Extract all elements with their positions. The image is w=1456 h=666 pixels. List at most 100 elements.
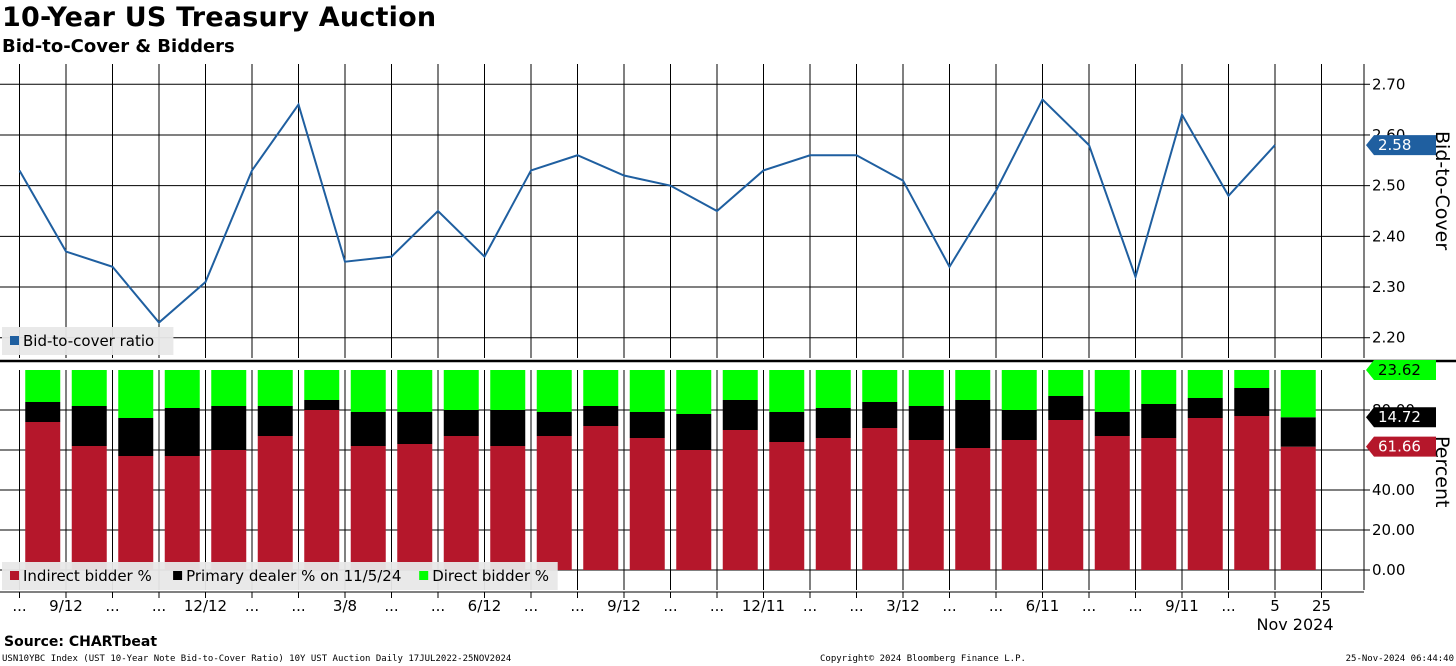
bar-direct <box>257 370 293 406</box>
bar-indirect <box>1280 446 1316 570</box>
bar-indirect <box>397 444 433 570</box>
x-tick-label: ... <box>1082 597 1096 615</box>
x-tick-label: ... <box>663 597 677 615</box>
bar-indirect <box>25 422 61 570</box>
bar-primary-dealer <box>1280 417 1316 447</box>
x-tick-label: 9/11 <box>1165 597 1199 615</box>
last-value-tag-bid-to-cover: 2.58 <box>1366 135 1436 156</box>
bar-primary-dealer <box>1048 396 1084 420</box>
last-value-tag-primary: 14.72 <box>1366 407 1436 428</box>
legend-bottom-label: Direct bidder % <box>432 567 549 585</box>
x-tick-label: ... <box>1128 597 1142 615</box>
bar-primary-dealer <box>583 406 619 426</box>
bar-direct <box>722 370 758 400</box>
bar-primary-dealer <box>955 400 991 448</box>
x-tick-label: 5 <box>1270 597 1280 615</box>
bar-primary-dealer <box>862 402 898 428</box>
y-tick-label: 20.00 <box>1372 521 1415 539</box>
x-tick-label: ... <box>431 597 445 615</box>
bar-indirect <box>1141 438 1177 570</box>
y-tick-label: 40.00 <box>1372 481 1415 499</box>
bid-to-cover-line <box>18 97 1276 324</box>
bar-indirect <box>908 440 944 570</box>
bar-indirect <box>490 446 526 570</box>
bar-direct <box>164 370 200 408</box>
bar-indirect <box>676 450 712 570</box>
bar-primary-dealer <box>397 412 433 444</box>
y-axis-title: Percent <box>1431 436 1453 508</box>
bar-direct <box>1048 370 1084 396</box>
x-tick-label: ... <box>384 597 398 615</box>
bar-direct <box>908 370 944 406</box>
bar-direct <box>769 370 805 412</box>
legend-top-swatch <box>10 336 19 345</box>
bar-primary-dealer <box>304 400 340 410</box>
footer-timestamp: 25-Nov-2024 06:44:40 <box>1345 654 1454 664</box>
bar-indirect <box>211 450 247 570</box>
x-tick-label: ... <box>152 597 166 615</box>
bar-primary-dealer <box>257 406 293 436</box>
x-tick-label: ... <box>291 597 305 615</box>
x-tick-label: 6/12 <box>468 597 502 615</box>
bar-primary-dealer <box>1001 410 1037 440</box>
bar-primary-dealer <box>443 410 479 436</box>
bar-primary-dealer <box>1094 412 1130 436</box>
bar-direct <box>1280 370 1316 418</box>
bar-indirect <box>815 438 851 570</box>
chart-subtitle: Bid-to-Cover & Bidders <box>2 36 235 57</box>
bar-primary-dealer <box>629 412 665 438</box>
bar-indirect <box>118 456 154 570</box>
bar-direct <box>1141 370 1177 404</box>
legend-top-label: Bid-to-cover ratio <box>23 332 154 350</box>
legend-bottom-swatch <box>173 571 183 580</box>
x-tick-label: 9/12 <box>607 597 641 615</box>
bar-primary-dealer <box>722 400 758 430</box>
bar-indirect <box>722 430 758 570</box>
bar-direct <box>397 370 433 412</box>
bar-indirect <box>629 438 665 570</box>
bar-direct <box>536 370 572 412</box>
y-tick-label: 2.70 <box>1372 75 1405 93</box>
x-tick-label: ... <box>105 597 119 615</box>
last-value-tag-primary-text: 14.72 <box>1378 408 1421 426</box>
bar-indirect <box>1048 420 1084 570</box>
bar-direct <box>1187 370 1223 398</box>
bar-direct <box>1094 370 1130 412</box>
last-value-tag-direct-shape <box>1366 360 1436 380</box>
last-value-tag-bid-to-cover-shape <box>1366 135 1436 156</box>
x-tick-label: ... <box>12 597 26 615</box>
bar-direct <box>304 370 340 400</box>
x-tick-label: ... <box>245 597 259 615</box>
bar-primary-dealer <box>815 408 851 438</box>
y-tick-label: 0.00 <box>1372 561 1405 579</box>
last-value-tag-primary-shape <box>1366 407 1436 428</box>
bar-primary-dealer <box>769 412 805 442</box>
x-tick-label: ... <box>1221 597 1235 615</box>
bar-primary-dealer <box>1187 398 1223 418</box>
bar-primary-dealer <box>1141 404 1177 438</box>
y-tick-label: 2.40 <box>1372 227 1405 245</box>
bar-primary-dealer <box>164 408 200 456</box>
bar-direct <box>815 370 851 408</box>
last-value-tag-indirect-shape <box>1366 436 1436 457</box>
bar-indirect <box>1094 436 1130 570</box>
bar-primary-dealer <box>676 414 712 450</box>
bar-indirect <box>769 442 805 570</box>
last-value-tag-direct: 23.62 <box>1366 360 1436 380</box>
x-tick-label: ... <box>849 597 863 615</box>
last-value-tag-bid-to-cover-text: 2.58 <box>1378 136 1411 154</box>
y-tick-label: 2.30 <box>1372 278 1405 296</box>
bar-primary-dealer <box>350 412 386 446</box>
y-tick-label: 2.50 <box>1372 177 1405 195</box>
legend-top-box <box>2 327 174 355</box>
legend-bottom-swatch <box>419 571 429 580</box>
footer-index-info: USN10YBC Index (UST 10-Year Note Bid-to-… <box>2 654 512 664</box>
bar-indirect <box>583 426 619 570</box>
bar-primary-dealer <box>118 418 154 456</box>
bar-indirect <box>955 448 991 570</box>
y-axis-title: Bid-to-Cover <box>1431 131 1453 250</box>
x-tick-label: 12/11 <box>742 597 785 615</box>
bar-direct <box>862 370 898 402</box>
x-tick-label: ... <box>570 597 584 615</box>
